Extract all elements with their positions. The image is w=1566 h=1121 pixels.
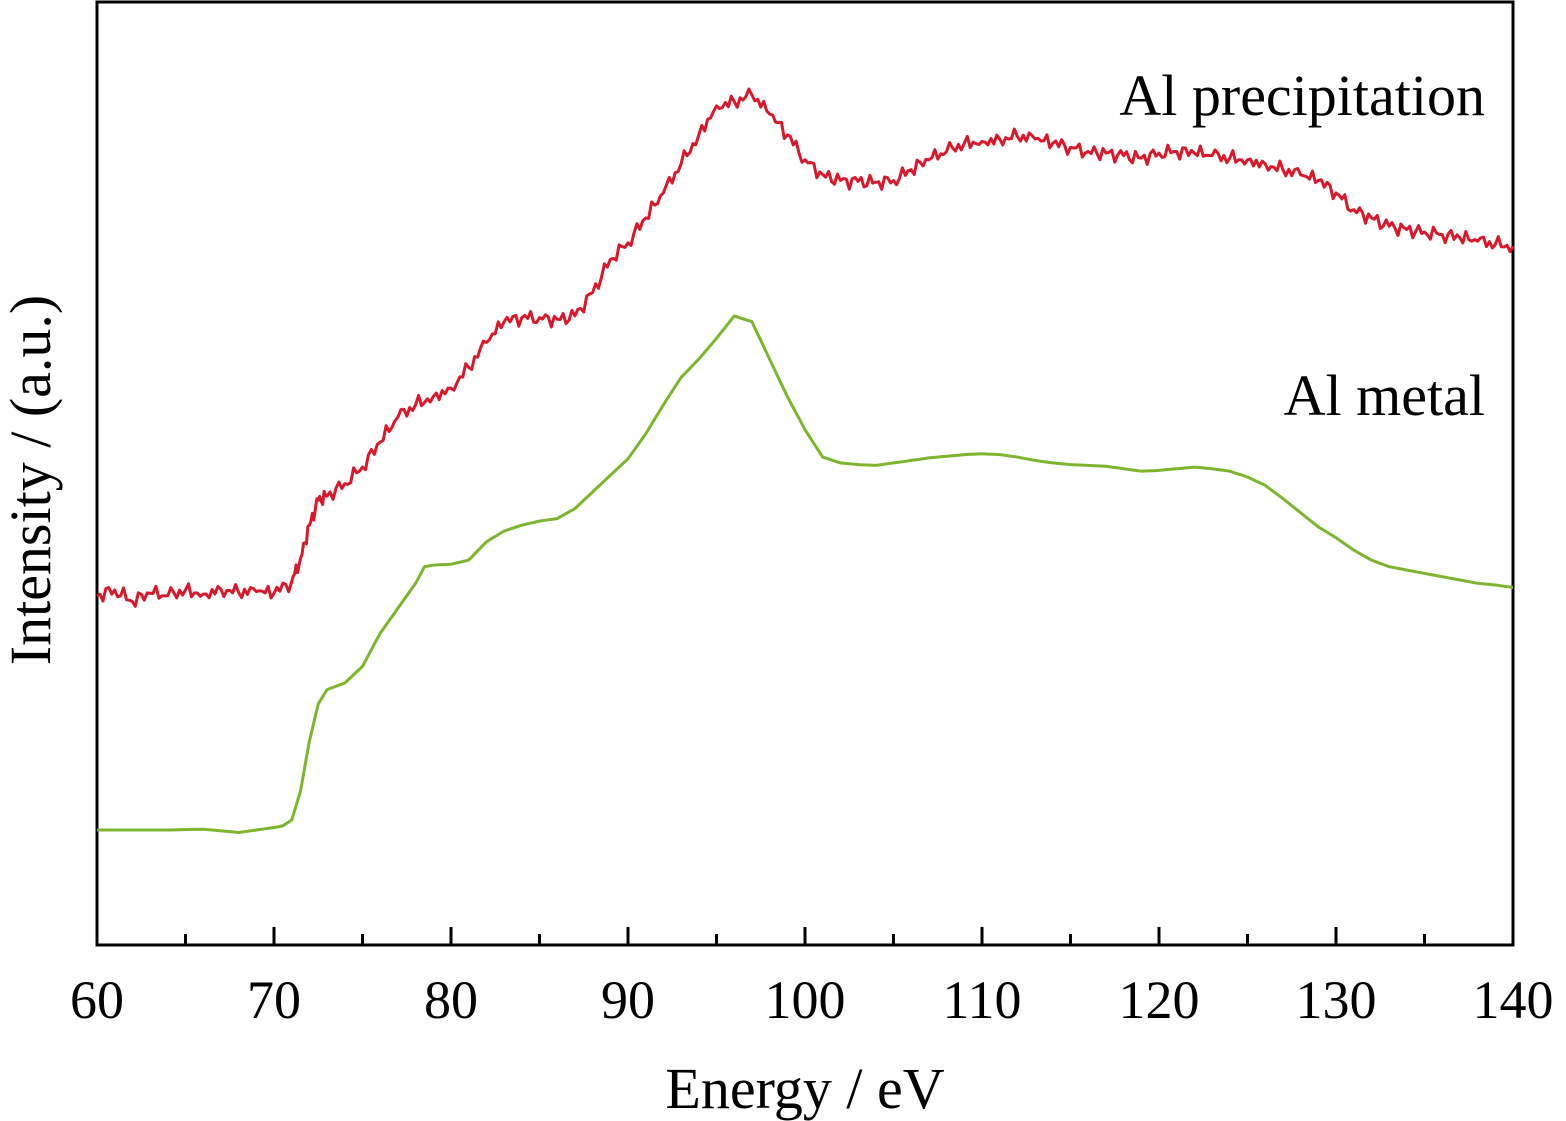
series-label-al-metal: Al metal: [1284, 363, 1485, 428]
x-tick-label: 100: [765, 970, 846, 1030]
x-tick-labels: 60 70 80 90 100 110 120 130 140: [70, 970, 1554, 1030]
plot-frame: [95, 0, 1515, 947]
x-tick-label: 70: [247, 970, 301, 1030]
x-tick-label: 130: [1296, 970, 1377, 1030]
x-ticks: [95, 927, 1515, 945]
x-tick-label: 60: [70, 970, 124, 1030]
series-label-al-precipitation: Al precipitation: [1119, 63, 1485, 128]
series-lines: [96, 87, 1515, 834]
x-tick-label: 110: [943, 970, 1022, 1030]
x-tick-label: 140: [1473, 970, 1554, 1030]
x-tick-label: 80: [424, 970, 478, 1030]
x-tick-label: 90: [601, 970, 655, 1030]
series-line-al-metal: [97, 314, 1514, 834]
x-tick-label: 120: [1119, 970, 1200, 1030]
series-line-al-precipitation: [96, 87, 1515, 608]
x-axis-title: Energy / eV: [665, 1056, 944, 1121]
y-axis-title: Intensity / (a.u.): [0, 295, 63, 665]
series-labels: Al precipitation Al metal: [1119, 63, 1485, 428]
